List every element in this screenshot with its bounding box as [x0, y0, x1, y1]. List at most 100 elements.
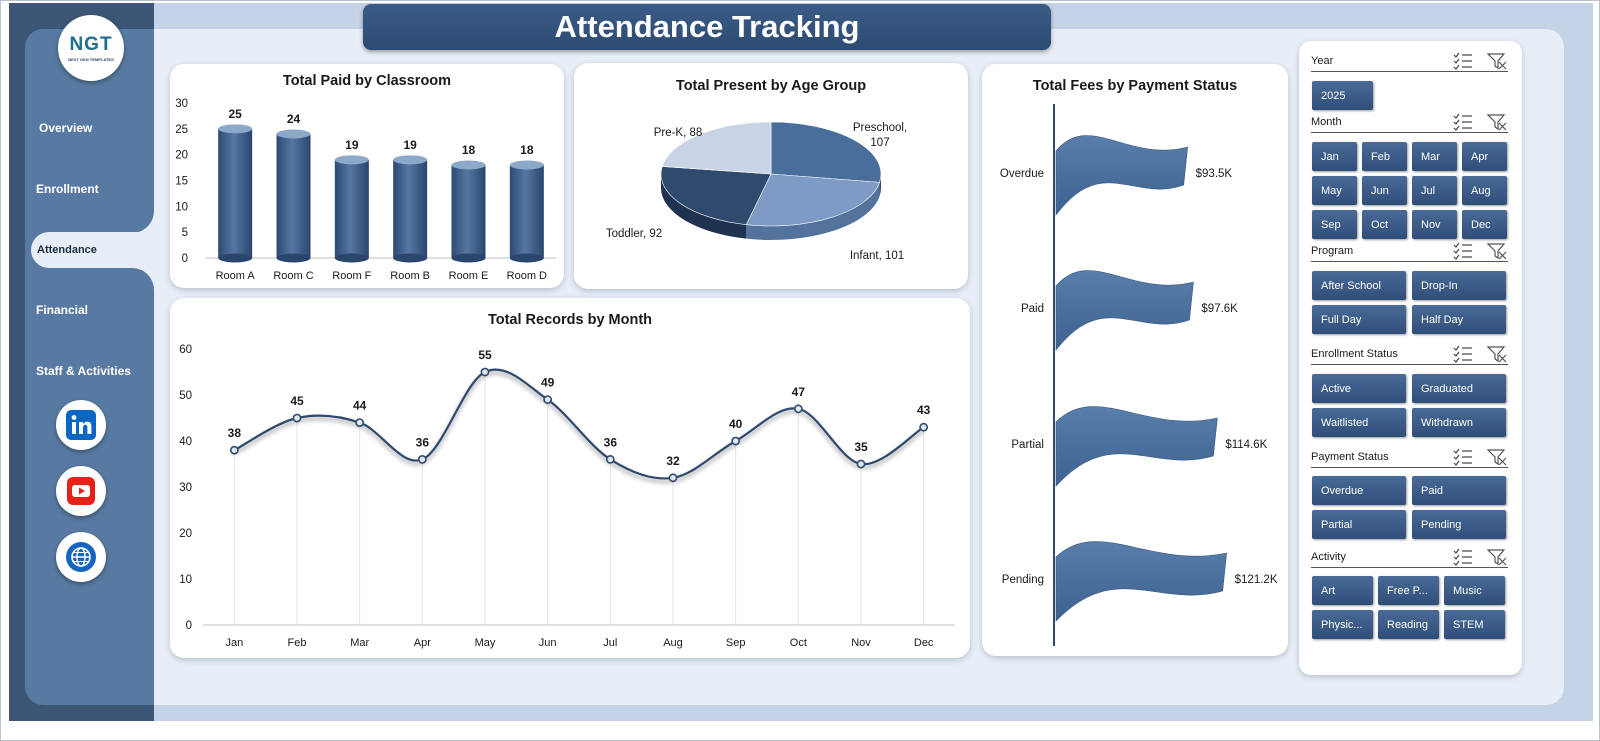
multi-select-button[interactable] — [1452, 448, 1474, 466]
y-tick-label: 10 — [179, 574, 192, 586]
slicer-button-program[interactable]: After School — [1312, 271, 1406, 300]
slicer-button-program[interactable]: Half Day — [1412, 305, 1506, 334]
slicer-button-program[interactable]: Full Day — [1312, 305, 1406, 334]
data-label: 47 — [792, 385, 806, 399]
slicer-button-activity[interactable]: Music — [1444, 576, 1505, 605]
page-title: Attendance Tracking — [363, 4, 1051, 50]
slicer-button-month[interactable]: Oct — [1362, 210, 1407, 239]
slicer-button-month[interactable]: Jun — [1362, 176, 1407, 205]
nav-item-label: Staff & Activities — [36, 364, 131, 378]
slicer-button-month[interactable]: Aug — [1462, 176, 1507, 205]
nav-item-label: Financial — [36, 303, 89, 317]
linkedin-icon — [66, 410, 96, 440]
multi-select-icon — [1453, 113, 1472, 131]
slicer-button-month[interactable]: Dec — [1462, 210, 1507, 239]
data-point — [605, 454, 615, 464]
x-tick-label: Jan — [225, 637, 243, 649]
slicer-button-enrollment-status[interactable]: Active — [1312, 374, 1406, 403]
clear-filter-button[interactable] — [1486, 113, 1508, 131]
paid-by-classroom-chart: 0 5 10 15 20 25 30 25 Room A 24 Room C 19 Room F 19 Ro… — [175, 98, 556, 282]
nav-item-staff-activities[interactable]: Staff & Activities — [30, 353, 153, 389]
pie-slice — [661, 121, 772, 175]
slicer-title: Month — [1311, 115, 1342, 128]
slicer-button-activity[interactable]: Art — [1312, 576, 1373, 605]
slicer-button-payment-status[interactable]: Partial — [1312, 510, 1406, 539]
clear-filter-icon — [1487, 548, 1507, 565]
bar-base — [334, 253, 369, 263]
bar-top — [334, 155, 369, 165]
data-label: 49 — [541, 376, 555, 390]
data-label: 36 — [416, 435, 430, 449]
slicer-button-enrollment-status[interactable]: Waitlisted — [1312, 408, 1406, 437]
slicer-header-payment-status: Payment Status — [1311, 446, 1508, 468]
clear-filter-icon — [1487, 113, 1507, 130]
slicer-button-month[interactable]: Jul — [1412, 176, 1457, 205]
nav-item-label: Enrollment — [36, 182, 99, 196]
clear-filter-button[interactable] — [1486, 242, 1508, 260]
slicer-title: Payment Status — [1311, 450, 1389, 463]
data-label: 24 — [287, 112, 301, 126]
slicer-button-payment-status[interactable]: Paid — [1412, 476, 1506, 505]
bar-base — [276, 253, 311, 263]
linkedin-button[interactable] — [56, 400, 106, 450]
slicer-button-enrollment-status[interactable]: Withdrawn — [1412, 408, 1506, 437]
slicer-button-month[interactable]: Mar — [1412, 142, 1457, 171]
brand-logo: NGT NEXT GEN TEMPLATES — [58, 15, 124, 81]
slicer-button-activity[interactable]: Free P... — [1378, 576, 1439, 605]
sidebar — [25, 29, 154, 705]
clear-filter-button[interactable] — [1486, 448, 1508, 466]
slicer-button-activity[interactable]: Reading — [1378, 610, 1439, 639]
clear-filter-button[interactable] — [1486, 52, 1508, 70]
slicer-button-payment-status[interactable]: Overdue — [1312, 476, 1406, 505]
y-tick-label: 40 — [179, 436, 192, 448]
multi-select-button[interactable] — [1452, 52, 1474, 70]
slicer-button-activity[interactable]: Physic... — [1312, 610, 1373, 639]
clear-filter-icon — [1487, 448, 1507, 465]
multi-select-button[interactable] — [1452, 242, 1474, 260]
youtube-button[interactable] — [56, 466, 106, 516]
pie-slice — [770, 121, 882, 183]
nav-active-notch-bottom — [111, 268, 154, 290]
slicer-button-program[interactable]: Drop-In — [1412, 271, 1506, 300]
multi-select-button[interactable] — [1452, 548, 1474, 566]
nav-item-financial[interactable]: Financial — [30, 292, 153, 328]
multi-select-icon — [1453, 242, 1472, 260]
data-point — [919, 422, 929, 432]
data-point — [355, 418, 365, 427]
slicer-title: Enrollment Status — [1311, 347, 1398, 360]
slicer-button-month[interactable]: Feb — [1362, 142, 1407, 171]
clear-filter-button[interactable] — [1486, 548, 1508, 566]
data-point — [417, 454, 427, 464]
data-label: $93.5K — [1196, 168, 1233, 180]
y-tick-label: 30 — [175, 98, 188, 110]
chart-title: Total Fees by Payment Status — [1032, 78, 1238, 94]
multi-select-icon — [1453, 345, 1472, 363]
slicer-button-year[interactable]: 2025 — [1312, 81, 1373, 110]
x-tick-label: Dec — [914, 637, 934, 649]
data-label: 43 — [917, 403, 931, 417]
slicer-button-activity[interactable]: STEM — [1444, 610, 1505, 639]
bar-top — [276, 129, 311, 139]
slicer-button-month[interactable]: Apr — [1462, 142, 1507, 171]
data-label: 18 — [462, 143, 476, 157]
nav-item-overview[interactable]: Overview — [33, 110, 156, 146]
multi-select-button[interactable] — [1452, 345, 1474, 363]
slicer-button-payment-status[interactable]: Pending — [1412, 510, 1506, 539]
clear-filter-button[interactable] — [1486, 345, 1508, 363]
website-button[interactable] — [56, 532, 106, 582]
slicer-button-month[interactable]: Sep — [1312, 210, 1357, 239]
data-label: 38 — [228, 426, 242, 440]
nav-item-enrollment[interactable]: Enrollment — [30, 171, 153, 207]
slicer-header-month: Month — [1311, 111, 1508, 133]
nav-item-label: Attendance — [37, 244, 97, 256]
slicer-button-month[interactable]: May — [1312, 176, 1357, 205]
nav-item-attendance[interactable]: Attendance — [31, 232, 154, 268]
slicer-button-month[interactable]: Nov — [1412, 210, 1457, 239]
slicer-header-enrollment-status: Enrollment Status — [1311, 343, 1508, 365]
slicer-button-enrollment-status[interactable]: Graduated — [1412, 374, 1506, 403]
slicer-button-month[interactable]: Jan — [1312, 142, 1357, 171]
multi-select-button[interactable] — [1452, 113, 1474, 131]
youtube-icon — [67, 477, 95, 505]
present-by-age-group-chart: Preschool, 107 Infant, 101 Toddler, 92 Pre-K… — [606, 121, 907, 262]
